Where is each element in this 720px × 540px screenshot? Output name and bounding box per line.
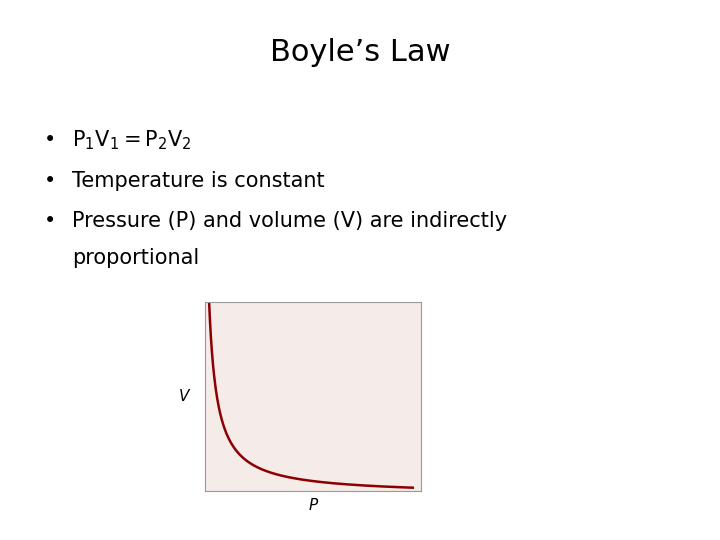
Text: •: • xyxy=(44,130,57,151)
Y-axis label: V: V xyxy=(179,389,189,404)
Text: proportional: proportional xyxy=(72,248,199,268)
Text: $\mathregular{P_1V_1 = P_2V_2}$: $\mathregular{P_1V_1 = P_2V_2}$ xyxy=(72,129,192,152)
X-axis label: P: P xyxy=(309,498,318,514)
Text: •: • xyxy=(44,211,57,232)
Text: Boyle’s Law: Boyle’s Law xyxy=(270,38,450,67)
Text: Temperature is constant: Temperature is constant xyxy=(72,171,325,191)
Text: •: • xyxy=(44,171,57,191)
Text: Pressure (P) and volume (V) are indirectly: Pressure (P) and volume (V) are indirect… xyxy=(72,211,507,232)
